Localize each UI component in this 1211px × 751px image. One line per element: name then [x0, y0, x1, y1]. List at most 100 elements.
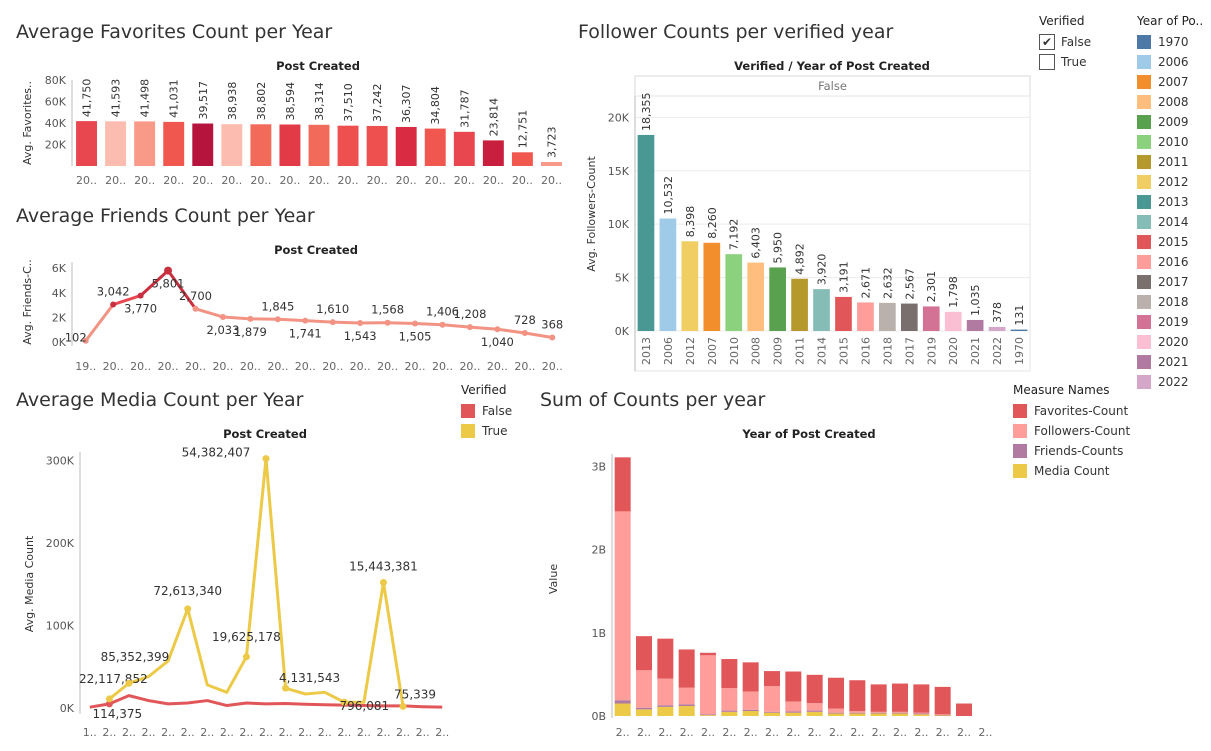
legend-label: True	[482, 424, 508, 438]
bar	[637, 134, 655, 331]
x-tick-label: 2..	[376, 726, 390, 738]
point-value-label: 1,610	[316, 302, 349, 316]
year-legend-item[interactable]: 2022	[1137, 372, 1203, 392]
line-point	[384, 319, 391, 326]
bar	[541, 161, 562, 166]
y-tick-label: 60K	[45, 96, 67, 109]
chart-header: Post Created	[274, 243, 358, 257]
x-tick-label: 20..	[454, 174, 475, 187]
stacked-bar-segment	[892, 711, 908, 713]
bar	[1010, 329, 1028, 331]
x-tick-label: 2011	[794, 337, 807, 365]
x-tick-label: 2..	[957, 726, 971, 738]
stacked-bar-segment	[742, 691, 759, 710]
verified-filter-option-false[interactable]: ✔ False	[1039, 32, 1091, 52]
year-legend-item[interactable]: 1970	[1137, 32, 1203, 52]
x-tick-label: 2..	[416, 726, 430, 738]
year-legend-item[interactable]: 2015	[1137, 232, 1203, 252]
panel-header-label: False	[818, 79, 847, 93]
x-tick-label: 20..	[134, 174, 155, 187]
bar	[308, 124, 330, 166]
measure-legend-item[interactable]: Friends-Counts	[1013, 441, 1130, 461]
x-tick-label: 2015	[837, 337, 850, 365]
x-tick-label: 20..	[267, 360, 288, 373]
point-value-label: 3,770	[124, 302, 157, 316]
x-tick-label: 20..	[432, 360, 453, 373]
x-tick-label: 20..	[396, 174, 417, 187]
year-legend-item[interactable]: 2019	[1137, 312, 1203, 332]
bar-value-label: 1,798	[947, 276, 960, 308]
bar-value-label: 7,192	[728, 219, 741, 251]
x-tick-label: 2..	[893, 726, 907, 738]
media-legend-title: Verified	[461, 383, 507, 397]
x-tick-label: 2019	[925, 337, 938, 365]
bar-value-label: 2,301	[925, 271, 938, 303]
year-legend-item[interactable]: 2007	[1137, 72, 1203, 92]
year-legend-item[interactable]: 2021	[1137, 352, 1203, 372]
verified-filter-option-true[interactable]: True	[1039, 52, 1091, 72]
legend-label: 2011	[1158, 155, 1189, 169]
bar-value-label: 41,031	[168, 79, 181, 118]
point-value-label: 54,382,407	[182, 446, 251, 460]
year-legend-item[interactable]: 2016	[1137, 252, 1203, 272]
friends-chart-title: Average Friends Count per Year	[16, 205, 315, 227]
legend-swatch	[1137, 275, 1151, 289]
legend-swatch	[1137, 315, 1151, 329]
stacked-bar-segment	[956, 703, 972, 716]
checkbox-unchecked[interactable]	[1039, 54, 1055, 70]
point-value-label: 75,339	[394, 687, 436, 701]
x-tick-label: 2..	[259, 726, 273, 738]
legend-label: 1970	[1158, 35, 1189, 49]
checkbox-checked[interactable]: ✔	[1039, 34, 1055, 50]
x-tick-label: 20..	[541, 174, 562, 187]
point-value-label: 22,117,852	[79, 672, 148, 686]
x-tick-label: 2009	[772, 337, 785, 365]
stacked-bar-segment	[636, 709, 652, 716]
stacked-bar-segment	[934, 686, 951, 715]
x-tick-label: 20..	[103, 360, 124, 373]
x-tick-label: 20..	[250, 174, 271, 187]
media-legend-item[interactable]: True	[461, 421, 512, 441]
year-legend-item[interactable]: 2017	[1137, 272, 1203, 292]
labeled-point	[282, 684, 290, 692]
x-tick-label: 20..	[185, 360, 206, 373]
bar	[221, 124, 243, 166]
measure-names-legend: Measure Names Favorites-Count Followers-C…	[1013, 383, 1130, 481]
stacked-bar-segment	[678, 704, 695, 707]
x-tick-label: 2..	[914, 726, 928, 738]
friends-line-chart: Post Created Avg. Friends-C.. 0K 2K 4K 6K 102 1…	[21, 243, 563, 373]
stacked-bar-segment	[678, 706, 695, 716]
legend-swatch	[1137, 95, 1151, 109]
stacked-bar-segment	[785, 701, 802, 712]
measure-legend-item[interactable]: Media Count	[1013, 461, 1130, 481]
year-legend-item[interactable]: 2020	[1137, 332, 1203, 352]
year-legend-item[interactable]: 2018	[1137, 292, 1203, 312]
x-tick-label: 20..	[158, 360, 179, 373]
line-segment	[139, 269, 170, 298]
line-segment	[441, 323, 472, 329]
measure-legend-item[interactable]: Followers-Count	[1013, 421, 1130, 441]
bar	[791, 278, 808, 331]
legend-swatch	[1013, 404, 1027, 418]
measure-legend-item[interactable]: Favorites-Count	[1013, 401, 1130, 421]
year-legend-item[interactable]: 2009	[1137, 112, 1203, 132]
year-legend-item[interactable]: 2010	[1137, 132, 1203, 152]
bar	[725, 254, 743, 331]
stacked-bar-segment	[700, 715, 716, 716]
year-legend-item[interactable]: 2006	[1137, 52, 1203, 72]
x-tick-label: 20..	[221, 174, 242, 187]
year-legend-item[interactable]: 2011	[1137, 152, 1203, 172]
y-tick-label: 0K	[60, 702, 75, 715]
stacked-bar-segment	[785, 711, 802, 713]
x-tick-label: 2006	[662, 337, 675, 365]
year-legend-item[interactable]: 2012	[1137, 172, 1203, 192]
bar-value-label: 5,950	[772, 232, 785, 264]
bar	[105, 121, 127, 166]
stacked-bar-segment	[678, 649, 695, 688]
media-legend-item[interactable]: False	[461, 401, 512, 421]
year-legend-item[interactable]: 2008	[1137, 92, 1203, 112]
line-point	[302, 317, 309, 324]
year-legend-item[interactable]: 2014	[1137, 212, 1203, 232]
x-tick-label: 20..	[212, 360, 233, 373]
year-legend-item[interactable]: 2013	[1137, 192, 1203, 212]
